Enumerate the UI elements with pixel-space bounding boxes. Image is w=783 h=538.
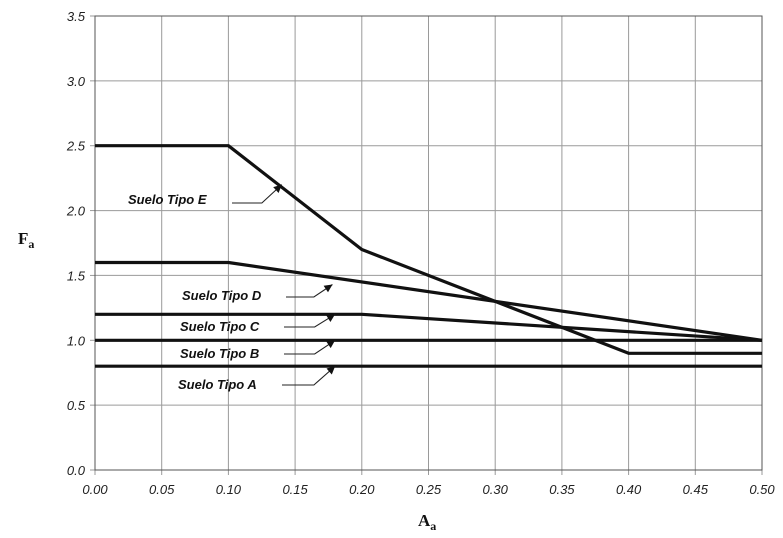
x-tick-label: 0.40 — [616, 482, 642, 497]
series-line-suelo-tipo-e — [95, 144, 762, 355]
leader-arrowhead — [326, 340, 336, 349]
y-tick-label: 0.0 — [67, 463, 86, 478]
series-line-suelo-tipo-c — [95, 312, 763, 342]
y-tick-label: 3.0 — [67, 74, 86, 89]
x-tick-label: 0.50 — [749, 482, 775, 497]
y-tick-label: 2.0 — [66, 204, 86, 219]
x-axis-title-sub: a — [430, 519, 436, 533]
y-tick-labels: 0.0 0.5 1.0 1.5 2.0 2.5 3.0 3.5 — [66, 9, 86, 478]
y-tick-label: 2.5 — [66, 139, 86, 154]
x-tick-label: 0.10 — [216, 482, 242, 497]
x-tick-labels: 0.00 0.05 0.10 0.15 0.20 0.25 0.30 0.35 0.40 0.45… — [82, 482, 775, 497]
annotations: Suelo Tipo E Suelo Tipo D Suelo Tipo C Suel… — [128, 184, 336, 392]
x-tick-label: 0.30 — [483, 482, 509, 497]
series-label: Suelo Tipo A — [178, 377, 257, 392]
y-tick-label: 1.5 — [67, 268, 86, 283]
y-tick-label: 3.5 — [67, 9, 86, 24]
x-tick-label: 0.00 — [82, 482, 108, 497]
leader-arrowhead — [273, 184, 282, 193]
series-line-suelo-tipo-d — [95, 260, 763, 342]
series-lines — [95, 144, 763, 368]
x-axis-title: Aa — [418, 511, 436, 533]
x-axis-title-main: A — [418, 511, 431, 530]
y-tick-label: 1.0 — [67, 333, 86, 348]
leader-arrowhead — [323, 284, 333, 293]
y-tick-label: 0.5 — [67, 398, 86, 413]
x-tick-label: 0.25 — [416, 482, 442, 497]
x-tick-label: 0.35 — [549, 482, 575, 497]
leader-line — [282, 365, 336, 386]
x-tick-label: 0.15 — [282, 482, 308, 497]
series-label: Suelo Tipo D — [182, 288, 262, 303]
series-label: Suelo Tipo C — [180, 319, 260, 334]
y-axis-title-sub: a — [28, 237, 34, 251]
grid — [90, 15, 763, 475]
x-tick-label: 0.20 — [349, 482, 375, 497]
plot-frame — [94, 15, 763, 471]
series-label: Suelo Tipo E — [128, 192, 207, 207]
x-tick-label: 0.45 — [683, 482, 709, 497]
series-label: Suelo Tipo B — [180, 346, 259, 361]
leader-arrowhead — [326, 314, 336, 322]
leader-line — [232, 184, 283, 204]
y-axis-title: Fa — [18, 229, 34, 251]
leader-arrowhead — [326, 366, 336, 375]
y-axis-title-main: F — [18, 229, 28, 248]
x-tick-label: 0.05 — [149, 482, 175, 497]
leader-line — [284, 339, 336, 355]
